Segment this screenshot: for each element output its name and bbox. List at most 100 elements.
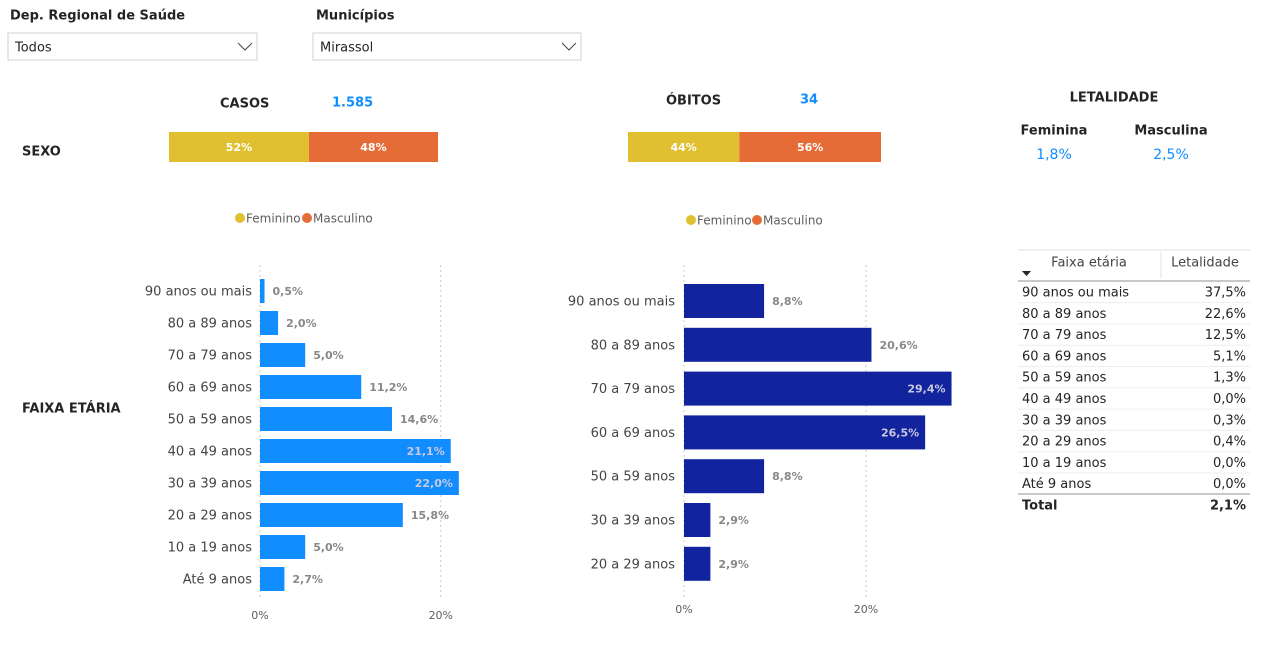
dropdown[interactable]	[312, 32, 582, 61]
data-label: 14,6%	[400, 413, 438, 426]
table-cell: 90 anos ou mais	[1022, 286, 1129, 301]
table-cell: 80 a 89 anos	[1022, 307, 1107, 322]
bar	[684, 284, 765, 318]
data-label: 21,1%	[407, 445, 445, 458]
x-tick-label: 20%	[854, 603, 878, 616]
bar	[260, 343, 306, 367]
table-cell: Até 9 anos	[1022, 477, 1091, 492]
data-label: 48%	[360, 141, 386, 154]
bar	[260, 311, 279, 335]
data-label: 15,8%	[411, 509, 449, 522]
category-label: 70 a 79 anos	[168, 349, 253, 364]
legend-marker	[302, 213, 312, 223]
data-label: 2,9%	[718, 558, 749, 571]
category-label: 30 a 39 anos	[591, 514, 676, 529]
legend-label: Masculino	[313, 212, 373, 226]
data-label: 26,5%	[881, 426, 919, 439]
bar-segment	[169, 132, 309, 162]
chevron	[237, 42, 253, 51]
bar-segment	[739, 132, 881, 162]
data-label: 22,0%	[415, 477, 453, 490]
category-label: 90 anos ou mais	[568, 295, 675, 310]
bar	[684, 546, 711, 581]
table-total: Total	[1022, 499, 1058, 514]
category-label: 80 a 89 anos	[591, 338, 676, 353]
data-label: 20,6%	[879, 339, 917, 352]
category-label: 30 a 39 anos	[168, 477, 253, 492]
bar	[684, 371, 952, 406]
bar	[260, 535, 306, 559]
data-label: 0,5%	[273, 285, 304, 298]
data-label: 2,0%	[286, 317, 317, 330]
bar	[260, 407, 392, 431]
data-label: 52%	[226, 141, 252, 154]
legend-label: Feminino	[697, 214, 752, 228]
letalidade-value: 2,5%	[1153, 147, 1189, 163]
bar	[260, 439, 451, 463]
table-cell: 37,5%	[1205, 286, 1246, 301]
row-label: FAIXA ETÁRIA	[22, 401, 121, 417]
table-cell: 20 a 29 anos	[1022, 435, 1107, 450]
kpi-label: ÓBITOS	[666, 93, 721, 109]
category-label: Até 9 anos	[183, 573, 252, 588]
letalidade-label: Feminina	[1021, 124, 1088, 139]
data-label: 56%	[797, 141, 823, 154]
data-label: 2,7%	[292, 573, 323, 586]
category-label: 60 a 69 anos	[591, 426, 676, 441]
filter-label: Municípios	[316, 9, 395, 24]
table-cell: 0,4%	[1213, 435, 1246, 450]
table-header: Faixa etária	[1051, 256, 1127, 271]
filter-label: Dep. Regional de Saúde	[10, 9, 185, 24]
sort-icon	[1022, 271, 1031, 276]
table-cell: 5,1%	[1213, 349, 1246, 364]
legend-label: Masculino	[763, 214, 823, 228]
table-header: Letalidade	[1171, 256, 1239, 271]
x-tick-label: 20%	[429, 609, 453, 622]
category-label: 60 a 69 anos	[168, 381, 253, 396]
letalidade-value: 1,8%	[1036, 147, 1072, 163]
bar	[260, 279, 265, 303]
data-label: 5,0%	[313, 541, 344, 554]
table-cell: 1,3%	[1213, 371, 1246, 386]
data-label: 2,9%	[718, 514, 749, 527]
table-cell: 10 a 19 anos	[1022, 456, 1107, 471]
legend-marker	[686, 215, 696, 225]
table-cell: 0,3%	[1213, 413, 1246, 428]
data-label: 5,0%	[313, 349, 344, 362]
table-cell: 0,0%	[1213, 456, 1246, 471]
kpi-label: CASOS	[220, 97, 269, 112]
kpi-value: 1.585	[332, 96, 373, 111]
data-label: 44%	[670, 141, 696, 154]
category-label: 20 a 29 anos	[168, 509, 253, 524]
bar-segment	[308, 132, 438, 162]
bar	[684, 459, 765, 494]
bar	[684, 327, 872, 362]
table-cell: 50 a 59 anos	[1022, 371, 1107, 386]
category-label: 20 a 29 anos	[591, 557, 676, 572]
bar	[260, 471, 459, 495]
filter-value: Mirassol	[320, 41, 373, 56]
x-tick-label: 0%	[675, 603, 692, 616]
category-label: 40 a 49 anos	[168, 445, 253, 460]
row-label: SEXO	[22, 145, 61, 160]
filter-value: Todos	[14, 41, 52, 56]
category-label: 90 anos ou mais	[145, 285, 252, 300]
category-label: 80 a 89 anos	[168, 317, 253, 332]
legend-marker	[752, 215, 762, 225]
bar	[260, 375, 362, 399]
letalidade-title: LETALIDADE	[1070, 91, 1159, 106]
bar	[684, 503, 711, 537]
category-label: 70 a 79 anos	[591, 382, 676, 397]
legend-marker	[235, 213, 245, 223]
table-cell: 0,0%	[1213, 477, 1246, 492]
dropdown[interactable]	[7, 32, 258, 61]
legend-label: Feminino	[246, 212, 301, 226]
table-cell: 40 a 49 anos	[1022, 392, 1107, 407]
table-cell: 22,6%	[1205, 307, 1246, 322]
data-label: 11,2%	[369, 381, 407, 394]
table-cell: 60 a 69 anos	[1022, 349, 1107, 364]
table-cell: 12,5%	[1205, 328, 1246, 343]
table-cell: 30 a 39 anos	[1022, 413, 1107, 428]
data-label: 8,8%	[772, 295, 803, 308]
